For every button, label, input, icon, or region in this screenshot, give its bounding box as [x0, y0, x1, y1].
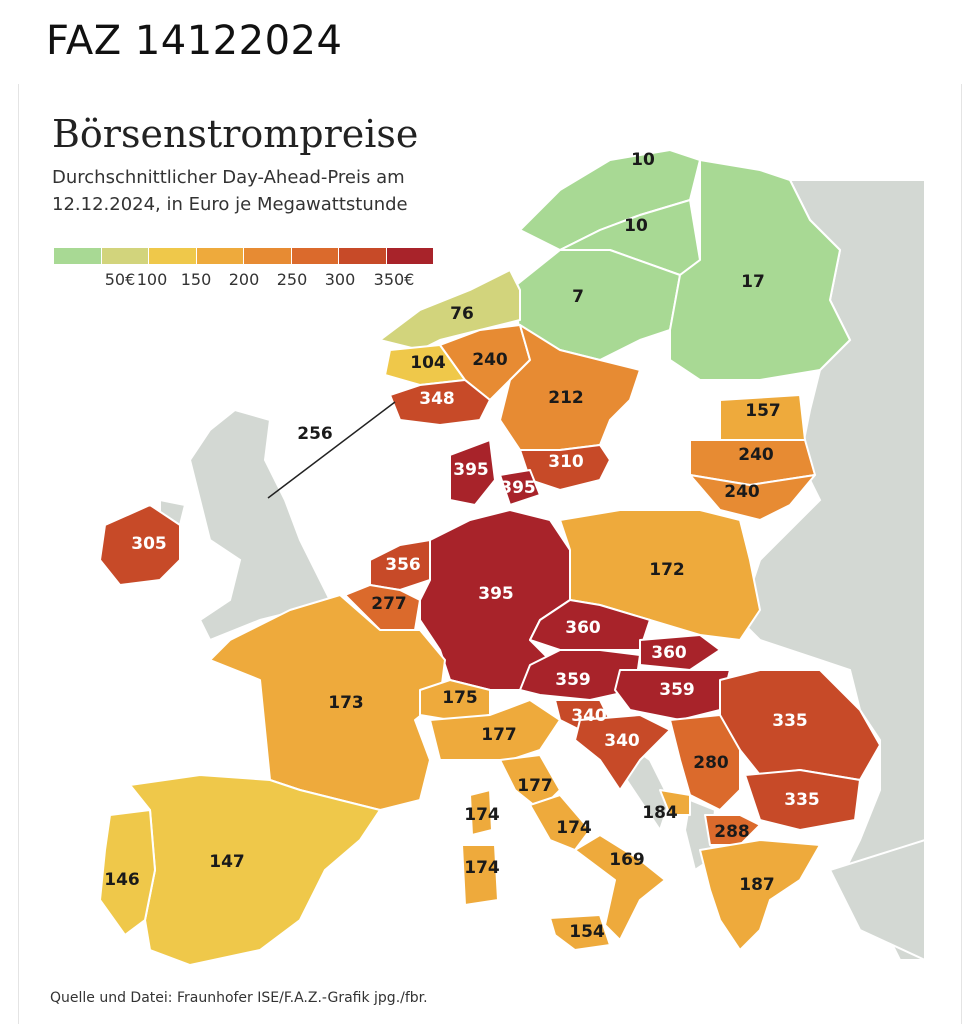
label-poland: 172	[649, 560, 685, 580]
region-sicily	[549, 914, 611, 951]
region-serbia	[669, 714, 741, 811]
label-sweden-south: 310	[548, 452, 584, 472]
label-italy-north: 177	[481, 725, 517, 745]
region-italy-north	[429, 699, 561, 761]
label-denmark-east: 395	[500, 478, 536, 498]
label-italy-centre-south: 174	[556, 818, 592, 838]
turkey-land	[828, 838, 926, 962]
legend-swatch-1	[101, 248, 149, 264]
label-austria: 359	[555, 670, 591, 690]
label-ireland: 305	[131, 534, 167, 554]
label-estonia: 157	[745, 401, 781, 421]
legend-swatch-0	[54, 248, 102, 264]
region-italy-south	[574, 834, 666, 941]
map-source-note: Quelle und Datei: Fraunhofer ISE/F.A.Z.-…	[50, 990, 428, 1006]
legend-label-150: 150	[180, 270, 212, 289]
region-finland	[669, 159, 851, 381]
label-north-macedonia: 288	[714, 822, 750, 842]
label-hungary: 359	[659, 680, 695, 700]
label-italy-south: 169	[609, 850, 645, 870]
label-czechia: 360	[565, 618, 601, 638]
label-bulgaria: 335	[784, 790, 820, 810]
legend-label-100: 100	[136, 270, 168, 289]
region-portugal	[99, 809, 156, 936]
region-lithuania	[689, 474, 816, 521]
legend-swatch-7	[386, 248, 434, 264]
label-denmark-west: 395	[453, 460, 489, 480]
region-croatia	[574, 714, 671, 791]
legend-label-250: 250	[276, 270, 308, 289]
uk-norway-link-line	[267, 401, 396, 499]
region-denmark-west	[449, 439, 496, 506]
label-sweden-north: 10	[624, 216, 648, 236]
label-latvia: 240	[738, 445, 774, 465]
label-croatia: 340	[604, 731, 640, 751]
label-portugal: 146	[104, 870, 140, 890]
legend-swatch-4	[244, 248, 292, 264]
label-slovenia: 340	[571, 706, 607, 726]
region-montenegro	[659, 789, 691, 816]
legend-label-350: 350€	[373, 270, 415, 289]
region-corsica	[469, 789, 493, 836]
region-greece	[699, 839, 821, 951]
label-sardinia: 174	[464, 858, 500, 878]
label-belgium: 277	[371, 594, 407, 614]
label-sicily: 154	[569, 922, 605, 942]
label-sweden-mid: 7	[572, 287, 584, 307]
label-serbia: 280	[693, 753, 729, 773]
region-hungary	[614, 669, 731, 721]
label-corsica: 174	[464, 805, 500, 825]
page-header-title: FAZ 14122024	[46, 18, 343, 64]
label-norway-west: 104	[410, 353, 446, 373]
label-montenegro: 184	[642, 803, 678, 823]
legend-swatch-5	[291, 248, 339, 264]
label-greece: 187	[739, 875, 775, 895]
region-bulgaria	[744, 769, 861, 831]
label-romania: 335	[772, 711, 808, 731]
region-spain	[129, 774, 381, 966]
label-lithuania: 240	[724, 482, 760, 502]
legend-swatch-6	[339, 248, 387, 264]
label-uk-link: 256	[297, 424, 333, 444]
label-norway-east: 240	[472, 350, 508, 370]
region-france	[209, 594, 446, 811]
label-sweden-south-mid: 212	[548, 388, 584, 408]
region-italy-centre-south	[529, 794, 591, 851]
label-spain: 147	[209, 852, 245, 872]
legend-label-200: 200	[228, 270, 260, 289]
map-subtitle: Durchschnittlicher Day-Ahead-Preis am 12…	[52, 167, 408, 215]
region-north-macedonia	[704, 814, 761, 846]
label-norway-north: 10	[631, 150, 655, 170]
label-italy-centre-north: 177	[517, 776, 553, 796]
region-norway-south	[389, 379, 491, 426]
legend-swatch-3	[196, 248, 244, 264]
region-sardinia	[461, 844, 499, 906]
legend-label-50: 50€	[104, 270, 136, 289]
legend-swatch-2	[149, 248, 197, 264]
label-finland: 17	[741, 272, 765, 292]
legend-color-bar	[54, 248, 434, 264]
label-slovakia: 360	[651, 643, 687, 663]
label-norway-south: 348	[419, 389, 455, 409]
label-france: 173	[328, 693, 364, 713]
legend-labels: 50€ 100 150 200 250 300 350€	[54, 270, 434, 292]
region-denmark-east	[499, 469, 541, 506]
label-switzerland: 175	[442, 688, 478, 708]
label-netherlands: 356	[385, 555, 421, 575]
region-ireland	[99, 504, 181, 586]
label-germany: 395	[478, 584, 514, 604]
label-norway-mid: 76	[450, 304, 474, 324]
map-title: Börsenstrompreise	[52, 112, 419, 156]
great-britain-land	[188, 408, 332, 642]
legend-label-300: 300	[324, 270, 356, 289]
price-legend: 50€ 100 150 200 250 300 350€	[54, 248, 434, 289]
